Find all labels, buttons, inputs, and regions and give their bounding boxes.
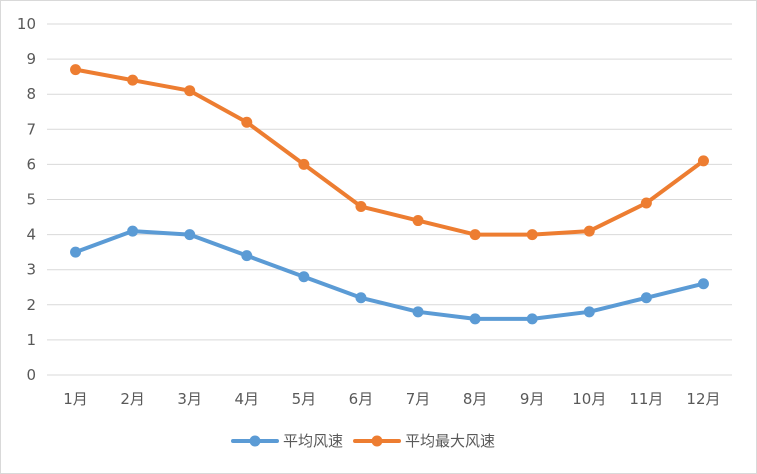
data-point <box>697 278 709 290</box>
x-tick-label: 3月 <box>177 390 202 408</box>
data-point <box>412 306 424 318</box>
data-point <box>697 155 709 167</box>
data-point <box>355 201 367 213</box>
data-point <box>640 292 652 304</box>
x-tick-label: 8月 <box>463 390 488 408</box>
data-point <box>526 229 538 241</box>
data-point <box>583 225 595 237</box>
y-tick-label: 9 <box>26 50 36 68</box>
x-tick-label: 11月 <box>629 390 663 408</box>
x-tick-label: 1月 <box>63 390 88 408</box>
data-point <box>469 229 481 241</box>
data-point <box>298 158 310 170</box>
x-tick-label: 6月 <box>349 390 374 408</box>
legend: 平均风速 平均最大风速 <box>231 432 495 450</box>
data-point <box>355 292 367 304</box>
data-point <box>127 225 139 237</box>
legend-marker <box>249 435 261 447</box>
data-point <box>241 250 253 262</box>
legend-marker <box>371 435 383 447</box>
x-tick-label: 7月 <box>406 390 431 408</box>
y-tick-label: 3 <box>26 261 36 279</box>
y-axis-ticks: 0 1 2 3 4 5 6 7 8 9 10 <box>17 15 36 384</box>
data-point <box>298 271 310 283</box>
x-tick-label: 4月 <box>235 390 260 408</box>
series-2 <box>70 64 709 241</box>
gridlines <box>47 23 732 376</box>
y-tick-label: 4 <box>26 226 36 244</box>
y-tick-label: 2 <box>26 296 36 314</box>
legend-item: 平均风速 <box>231 432 343 450</box>
data-point <box>184 85 196 97</box>
data-point <box>70 246 82 258</box>
data-point <box>70 64 82 76</box>
data-point <box>241 116 253 128</box>
data-point <box>412 215 424 227</box>
x-tick-label: 12月 <box>686 390 720 408</box>
y-tick-label: 7 <box>26 120 36 138</box>
legend-item: 平均最大风速 <box>353 432 495 450</box>
legend-label: 平均最大风速 <box>405 432 495 450</box>
x-axis-ticks: 1月 2月 3月 4月 5月 6月 7月 8月 9月 10月 11月 12月 <box>63 390 720 408</box>
legend-label: 平均风速 <box>283 432 343 450</box>
series-line <box>73 229 706 321</box>
x-tick-label: 2月 <box>120 390 145 408</box>
data-point <box>469 313 481 325</box>
series-layer <box>70 64 709 325</box>
y-tick-label: 10 <box>17 15 36 33</box>
y-tick-label: 5 <box>26 191 36 209</box>
y-tick-label: 1 <box>26 331 36 349</box>
series-line <box>73 67 706 237</box>
data-point <box>127 74 139 86</box>
series-1 <box>70 225 709 325</box>
data-point <box>583 306 595 318</box>
y-tick-label: 0 <box>26 366 36 384</box>
y-tick-label: 8 <box>26 85 36 103</box>
x-tick-label: 5月 <box>292 390 317 408</box>
data-point <box>184 229 196 241</box>
x-tick-label: 10月 <box>572 390 606 408</box>
data-point <box>640 197 652 209</box>
x-tick-label: 9月 <box>520 390 545 408</box>
y-tick-label: 6 <box>26 155 36 173</box>
data-point <box>526 313 538 325</box>
